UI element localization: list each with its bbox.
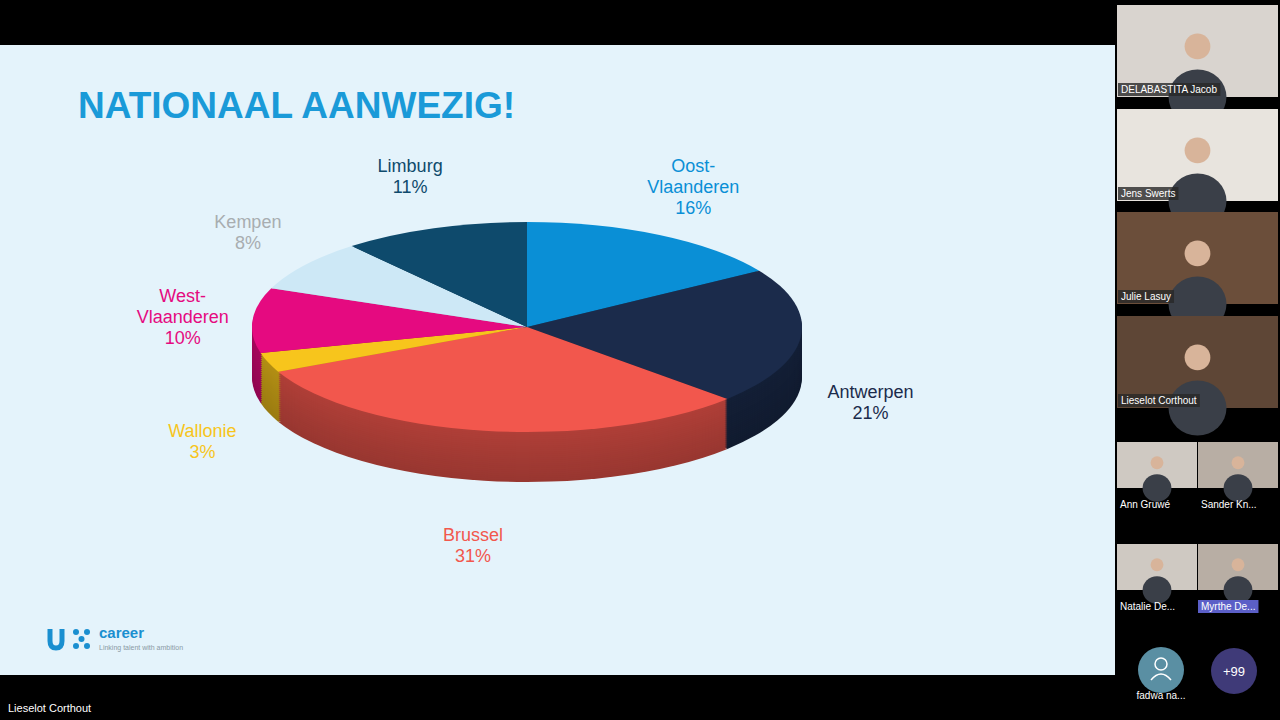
participant-tile[interactable]: Natalie De...	[1117, 544, 1197, 612]
participant-name: Julie Lasuy	[1121, 291, 1171, 302]
participants: DELABASTITA Jacob Jens Swerts Julie Lasuy L…	[1117, 5, 1278, 701]
slide: NATIONAAL AANWEZIG!Oost-Vlaanderen16%Ant…	[0, 45, 1115, 675]
pie-top	[252, 222, 802, 432]
participant-name: Sander Kn...	[1201, 499, 1257, 510]
brand: career	[99, 624, 144, 641]
chart-title: NATIONAAL AANWEZIG!	[78, 85, 515, 126]
person-head	[1185, 345, 1211, 371]
slice-label-value: 8%	[235, 233, 261, 253]
slice-label-value: 10%	[165, 328, 201, 348]
logo-dot	[79, 636, 85, 642]
slice-label-name: Vlaanderen	[647, 177, 739, 197]
avatar[interactable]	[1138, 647, 1184, 693]
participant-tile[interactable]: Jens Swerts	[1117, 109, 1278, 229]
pie	[252, 222, 802, 482]
slice-label: Antwerpen21%	[827, 382, 913, 423]
background	[0, 0, 1280, 720]
participant-name: Natalie De...	[1120, 601, 1175, 612]
name-background	[1118, 187, 1178, 200]
name-background	[1118, 394, 1200, 407]
slice-label-name: Kempen	[214, 212, 281, 232]
slice-label-value: 16%	[675, 198, 711, 218]
logo-dot	[84, 629, 90, 635]
slide-background	[0, 45, 1115, 675]
logo-dot	[73, 643, 79, 649]
participant-tile[interactable]: Sander Kn...	[1198, 442, 1278, 510]
slice-label-value: 31%	[455, 546, 491, 566]
slice-label-value: 3%	[189, 442, 215, 462]
name-background	[1118, 83, 1220, 96]
slice-label-value: 11%	[393, 177, 428, 197]
person-body	[1224, 576, 1253, 604]
slice-label: Wallonie3%	[168, 421, 236, 462]
participant-tile[interactable]: Julie Lasuy	[1117, 212, 1278, 332]
slice-label: Brussel31%	[443, 525, 503, 566]
participant-name: Myrthe De...	[1201, 601, 1255, 612]
person-head	[1151, 558, 1164, 571]
name-background	[1118, 290, 1174, 303]
slice-label-name: West-	[159, 286, 206, 306]
person-body	[1224, 474, 1253, 502]
slice-label: Limburg11%	[378, 156, 443, 197]
video-tile[interactable]	[1117, 316, 1278, 408]
overflow-count: +99	[1223, 664, 1245, 679]
name-background	[1198, 600, 1258, 613]
person-head	[1232, 456, 1245, 469]
overflow[interactable]: +99	[1211, 648, 1257, 694]
person-body	[1143, 576, 1172, 604]
person-head	[1185, 138, 1211, 164]
logo-dot	[73, 629, 79, 635]
participant-tile[interactable]: DELABASTITA Jacob	[1117, 5, 1278, 125]
slice-label-value: 21%	[852, 403, 888, 423]
slice-label-name: Antwerpen	[827, 382, 913, 402]
slice-label-name: Brussel	[443, 525, 503, 545]
tagline: Linking talent with ambition	[99, 644, 183, 652]
person-head	[1185, 241, 1211, 267]
participant-tile[interactable]: Myrthe De...	[1198, 544, 1278, 613]
participant-avatar[interactable]: fadwa na...	[1137, 647, 1186, 701]
participant-name: fadwa na...	[1137, 690, 1186, 701]
slice-labels: Oost-Vlaanderen16%Antwerpen21%Brussel31%…	[137, 156, 914, 566]
person-body	[1143, 474, 1172, 502]
participant-name: DELABASTITA Jacob	[1121, 84, 1217, 95]
participant-name: Jens Swerts	[1121, 188, 1175, 199]
slice-label: West-Vlaanderen10%	[137, 286, 229, 348]
slice-label-name: Limburg	[378, 156, 443, 176]
person-head	[1232, 558, 1245, 571]
slice	[352, 222, 527, 327]
slice-label-name: Wallonie	[168, 421, 236, 441]
avatar-icon	[1151, 674, 1171, 680]
slice-label: Kempen8%	[214, 212, 281, 253]
speaker-name: Lieselot Corthout	[8, 702, 91, 714]
avatar-icon	[1155, 658, 1167, 670]
participant-name: Ann Gruwé	[1120, 499, 1170, 510]
slice-label-name: Oost-	[671, 156, 715, 176]
participant-tile[interactable]: Ann Gruwé	[1117, 442, 1197, 510]
logo: career Linking talent with ambition	[50, 624, 183, 652]
overflow-button[interactable]	[1211, 648, 1257, 694]
slice-label: Oost-Vlaanderen16%	[647, 156, 739, 218]
person-head	[1151, 456, 1164, 469]
participant-name: Lieselot Corthout	[1121, 395, 1197, 406]
participant-tile[interactable]: Lieselot Corthout	[1117, 316, 1278, 436]
logo-mark	[50, 629, 62, 648]
video-tile[interactable]	[1117, 5, 1278, 97]
person-body	[1169, 380, 1227, 435]
slice-label-name: Vlaanderen	[137, 307, 229, 327]
logo-dot	[84, 643, 90, 649]
screen: NATIONAAL AANWEZIG!Oost-Vlaanderen16%Ant…	[0, 0, 1280, 720]
person-head	[1185, 34, 1211, 60]
